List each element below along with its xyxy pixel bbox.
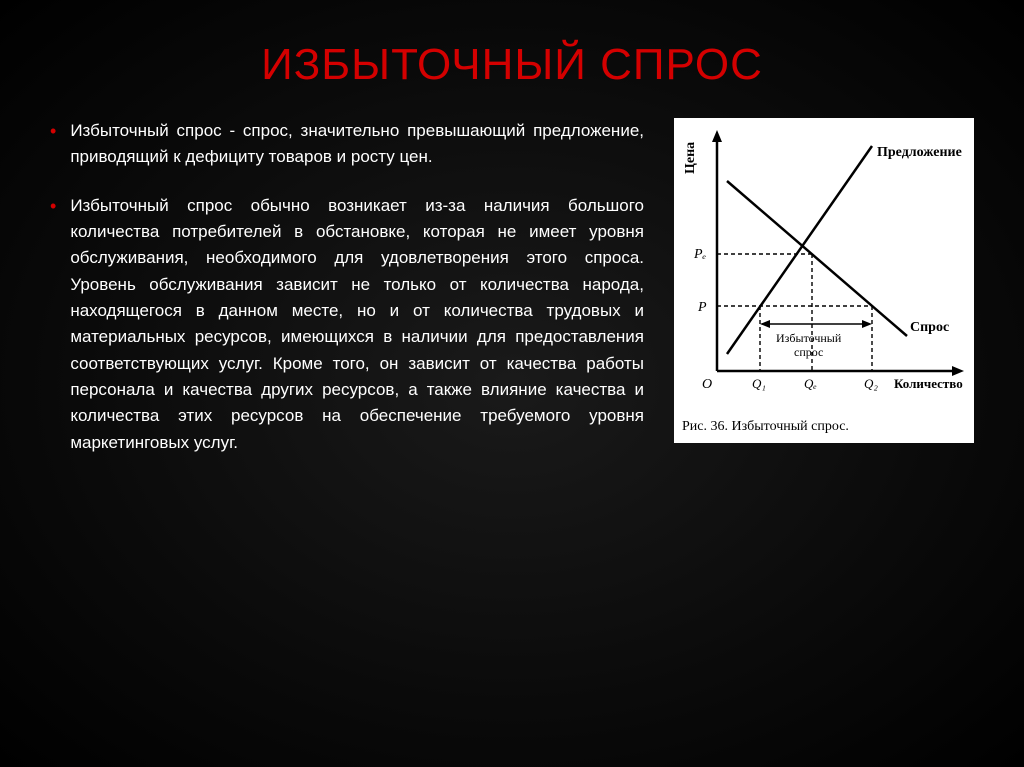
supply-line: [727, 146, 872, 354]
p-label: P: [697, 300, 707, 315]
supply-label: Предложение: [877, 145, 962, 160]
figure-caption: Рис. 36. Избыточный спрос.: [682, 419, 966, 435]
excess-arrow-right-icon: [862, 320, 872, 328]
excess-label-bottom: спрос: [794, 345, 823, 359]
excess-arrow-left-icon: [760, 320, 770, 328]
content-row: • Избыточный спрос - спрос, значительно …: [50, 118, 974, 478]
supply-demand-chart: Цена Количество O Предложение Спрос Pₑ P…: [682, 126, 966, 406]
q1-label: Q₁: [752, 376, 766, 391]
x-axis-label: Количество: [894, 376, 963, 391]
figure-column: Цена Количество O Предложение Спрос Pₑ P…: [674, 118, 974, 443]
demand-label: Спрос: [910, 320, 949, 335]
q2-label: Q₂: [864, 376, 878, 391]
bullet-marker-icon: •: [50, 118, 56, 171]
demand-line: [727, 181, 907, 336]
bullet-text: Избыточный спрос обычно возникает из-за …: [70, 193, 644, 456]
figure-box: Цена Количество O Предложение Спрос Pₑ P…: [674, 118, 974, 443]
excess-label-top: Избыточный: [776, 331, 842, 345]
slide: ИЗБЫТОЧНЫЙ СПРОС • Избыточный спрос - сп…: [0, 0, 1024, 518]
bullet-item: • Избыточный спрос обычно возникает из-з…: [50, 193, 644, 456]
origin-label: O: [702, 377, 712, 392]
y-axis-arrow-icon: [712, 130, 722, 142]
y-axis-label: Цена: [683, 142, 698, 174]
bullet-marker-icon: •: [50, 193, 56, 456]
slide-title: ИЗБЫТОЧНЫЙ СПРОС: [50, 40, 974, 90]
x-axis-arrow-icon: [952, 366, 964, 376]
bullet-text: Избыточный спрос - спрос, значительно пр…: [70, 118, 644, 171]
bullet-item: • Избыточный спрос - спрос, значительно …: [50, 118, 644, 171]
qe-label: Qₑ: [804, 376, 817, 391]
pe-label: Pₑ: [693, 247, 707, 262]
text-column: • Избыточный спрос - спрос, значительно …: [50, 118, 654, 478]
